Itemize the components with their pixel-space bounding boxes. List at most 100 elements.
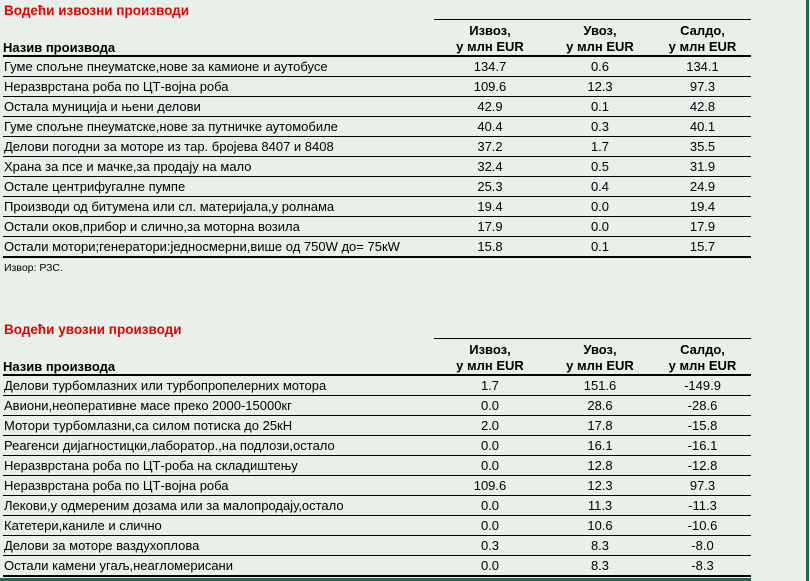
- balance-value-cell: 97.3: [654, 475, 751, 496]
- export-value-cell: 0.0: [434, 435, 546, 456]
- export-value-cell: 0.0: [434, 515, 546, 536]
- import-value-cell: 0.5: [546, 156, 654, 177]
- import-value-cell: 0.3: [546, 116, 654, 137]
- export-value-cell: 32.4: [434, 156, 546, 177]
- import-value-cell: 1.7: [546, 136, 654, 157]
- balance-value-cell: 42.8: [654, 96, 751, 117]
- export-value-cell: 15.8: [434, 236, 546, 258]
- export-value-cell: 0.3: [434, 535, 546, 556]
- product-name-cell: Остали мотори;генератори:једносмерни,виш…: [3, 236, 434, 258]
- export-value-cell: 0.0: [434, 555, 546, 577]
- column-header-balance-line1: Салдо,: [680, 342, 725, 357]
- export-value-cell: 1.7: [434, 375, 546, 396]
- balance-value-cell: -10.6: [654, 515, 751, 536]
- import-value-cell: 17.8: [546, 415, 654, 436]
- import-value-cell: 12.3: [546, 76, 654, 97]
- balance-value-cell: 35.5: [654, 136, 751, 157]
- export-value-cell: 0.0: [434, 495, 546, 516]
- product-name-cell: Делови турбомлазних или турбопропелерних…: [3, 375, 434, 396]
- column-header-import-line2: у млн EUR: [566, 358, 634, 373]
- table-row: Неразврстана роба по ЦТ-роба на складишт…: [3, 455, 751, 476]
- column-header-import: Увоз, у млн EUR: [546, 19, 654, 57]
- balance-value-cell: 31.9: [654, 156, 751, 177]
- import-value-cell: 12.3: [546, 475, 654, 496]
- balance-value-cell: 40.1: [654, 116, 751, 137]
- import-value-cell: 28.6: [546, 395, 654, 416]
- table-row: Делови турбомлазних или турбопропелерних…: [3, 375, 751, 396]
- balance-value-cell: -8.0: [654, 535, 751, 556]
- export-value-cell: 2.0: [434, 415, 546, 436]
- table-row: Остали оков,прибор и слично,за моторна в…: [3, 216, 751, 237]
- table-row: Авиони,неоперативне масе преко 2000-1500…: [3, 395, 751, 416]
- table-row: Остале центрифугалне пумпе 25.3 0.4 24.9: [3, 176, 751, 197]
- import-value-cell: 11.3: [546, 495, 654, 516]
- export-value-cell: 40.4: [434, 116, 546, 137]
- column-header-import-line1: Увоз,: [583, 342, 617, 357]
- source-note: Извор: РЗС.: [4, 262, 63, 274]
- export-value-cell: 109.6: [434, 76, 546, 97]
- table-row: Делови за моторе ваздухоплова 0.3 8.3 -8…: [3, 535, 751, 556]
- import-value-cell: 8.3: [546, 535, 654, 556]
- column-header-import: Увоз, у млн EUR: [546, 338, 654, 376]
- column-header-import-line2: у млн EUR: [566, 39, 634, 54]
- table-row: Неразврстана роба по ЦТ-војна роба 109.6…: [3, 76, 751, 97]
- import-value-cell: 0.0: [546, 216, 654, 237]
- page-bottom-edge: [0, 578, 751, 581]
- column-header-balance-line2: у млн EUR: [668, 39, 737, 54]
- table-row: Производи од битумена или сл. материјала…: [3, 196, 751, 217]
- column-header-export-line2: у млн EUR: [456, 358, 524, 373]
- import-value-cell: 8.3: [546, 555, 654, 577]
- import-value-cell: 0.0: [546, 196, 654, 217]
- product-name-cell: Гуме спољне пнеуматске,нове за камионе и…: [3, 56, 434, 77]
- imports-table: Назив производа Извоз, у млн EUR Увоз, у…: [3, 338, 751, 577]
- balance-value-cell: 134.1: [654, 56, 751, 77]
- balance-value-cell: -149.9: [654, 375, 751, 396]
- column-header-export-line2: у млн EUR: [456, 39, 524, 54]
- balance-value-cell: -11.3: [654, 495, 751, 516]
- product-name-cell: Остали камени угаљ,неагломерисани: [3, 555, 434, 577]
- column-header-product-name: Назив производа: [3, 19, 434, 57]
- product-name-cell: Неразврстана роба по ЦТ-војна роба: [3, 475, 434, 496]
- column-header-import-line1: Увоз,: [583, 23, 617, 38]
- table-row: Остала муниција и њени делови 42.9 0.1 4…: [3, 96, 751, 117]
- product-name-cell: Остале центрифугалне пумпе: [3, 176, 434, 197]
- export-value-cell: 17.9: [434, 216, 546, 237]
- column-header-balance: Салдо, у млн EUR: [654, 19, 751, 57]
- page-right-edge: [806, 0, 809, 581]
- table-row: Остали мотори;генератори:једносмерни,виш…: [3, 236, 751, 258]
- column-header-export-line1: Извоз,: [469, 342, 511, 357]
- balance-value-cell: -16.1: [654, 435, 751, 456]
- exports-table-title: Водећи извозни производи: [4, 3, 190, 18]
- product-name-cell: Мотори турбомлазни,са силом потиска до 2…: [3, 415, 434, 436]
- import-value-cell: 12.8: [546, 455, 654, 476]
- product-name-cell: Делови погодни за моторе из тар. бројева…: [3, 136, 434, 157]
- product-name-cell: Производи од битумена или сл. материјала…: [3, 196, 434, 217]
- exports-table: Назив производа Извоз, у млн EUR Увоз, у…: [3, 19, 751, 258]
- product-name-cell: Неразврстана роба по ЦТ-роба на складишт…: [3, 455, 434, 476]
- product-name-cell: Делови за моторе ваздухоплова: [3, 535, 434, 556]
- column-header-export: Извоз, у млн EUR: [434, 338, 546, 376]
- export-value-cell: 25.3: [434, 176, 546, 197]
- import-value-cell: 0.1: [546, 236, 654, 258]
- import-value-cell: 151.6: [546, 375, 654, 396]
- balance-value-cell: -15.8: [654, 415, 751, 436]
- imports-table-header: Назив производа Извоз, у млн EUR Увоз, у…: [3, 338, 751, 376]
- export-value-cell: 37.2: [434, 136, 546, 157]
- export-value-cell: 0.0: [434, 395, 546, 416]
- table-row: Делови погодни за моторе из тар. бројева…: [3, 136, 751, 157]
- balance-value-cell: 19.4: [654, 196, 751, 217]
- column-header-balance-line2: у млн EUR: [668, 358, 737, 373]
- table-row: Реагенси дијагностицки,лаборатор.,на под…: [3, 435, 751, 456]
- export-value-cell: 109.6: [434, 475, 546, 496]
- column-header-balance-line1: Салдо,: [680, 23, 725, 38]
- table-row: Гуме спољне пнеуматске,нове за камионе и…: [3, 56, 751, 77]
- product-name-cell: Остали оков,прибор и слично,за моторна в…: [3, 216, 434, 237]
- export-value-cell: 134.7: [434, 56, 546, 77]
- product-name-cell: Лекови,у одмереним дозама или за малопро…: [3, 495, 434, 516]
- balance-value-cell: 15.7: [654, 236, 751, 258]
- balance-value-cell: -8.3: [654, 555, 751, 577]
- import-value-cell: 0.6: [546, 56, 654, 77]
- column-header-product-name: Назив производа: [3, 338, 434, 376]
- product-name-cell: Остала муниција и њени делови: [3, 96, 434, 117]
